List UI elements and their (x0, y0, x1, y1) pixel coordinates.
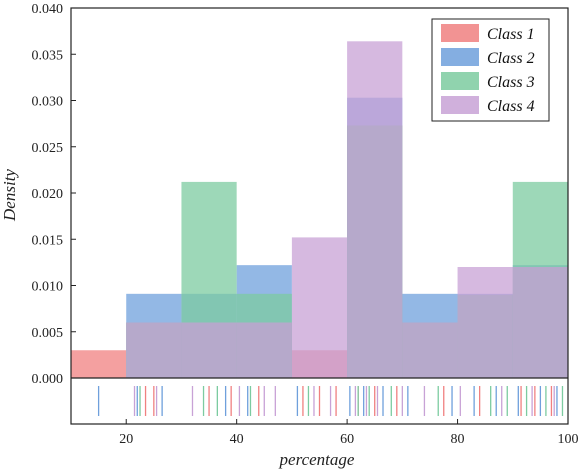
x-tick-label: 20 (119, 432, 133, 447)
x-tick-label: 40 (230, 432, 244, 447)
axes-layer: 0.000 0.005 0.010 0.015 0.020 0.025 0.030 0.035… (32, 2, 579, 447)
class-4-bar-5 (347, 41, 403, 379)
class-1-legend-label: Class 1 (487, 26, 535, 43)
y-tick-label: 0.020 (32, 187, 64, 202)
x-tick-label: 60 (340, 432, 354, 447)
class-2-legend-swatch (441, 48, 479, 66)
y-tick-label: 0.025 (32, 141, 64, 156)
class-4-bar-8 (512, 267, 568, 378)
x-tick-label: 100 (558, 432, 579, 447)
y-axis-title: Density (0, 169, 19, 222)
plot-frame (70, 7, 569, 425)
y-tick-label: 0.035 (32, 48, 64, 63)
class-4-bar-6 (402, 322, 458, 378)
class-4-bar-3 (236, 322, 292, 378)
y-tick-label: 0.010 (32, 280, 64, 295)
x-tick-label: 80 (451, 432, 465, 447)
y-tick-label: 0.000 (32, 372, 64, 387)
class-3-legend-label: Class 3 (487, 74, 535, 91)
legend: Class 1 Class 2 Class 3 Class 4 (431, 18, 550, 122)
class-4-legend-swatch (441, 96, 479, 114)
y-tick-label: 0.015 (32, 233, 64, 248)
class-4-bar-7 (457, 267, 513, 378)
rug-layer (97, 386, 564, 416)
y-tick-label: 0.005 (32, 326, 64, 341)
class-4-bar-1 (126, 322, 182, 378)
class-3-legend-swatch (441, 72, 479, 90)
class-1-bar-0 (71, 350, 127, 378)
class-4-bar-2 (181, 322, 237, 378)
class-1-legend-swatch (441, 24, 479, 42)
class-4-bar-4 (291, 237, 348, 378)
class-4-legend-label: Class 4 (487, 98, 535, 115)
y-tick-label: 0.030 (32, 95, 64, 110)
y-tick-label: 0.040 (32, 2, 64, 17)
bars-layer (71, 41, 568, 379)
x-axis-title: percentage (279, 450, 355, 469)
class-2-legend-label: Class 2 (487, 50, 535, 67)
